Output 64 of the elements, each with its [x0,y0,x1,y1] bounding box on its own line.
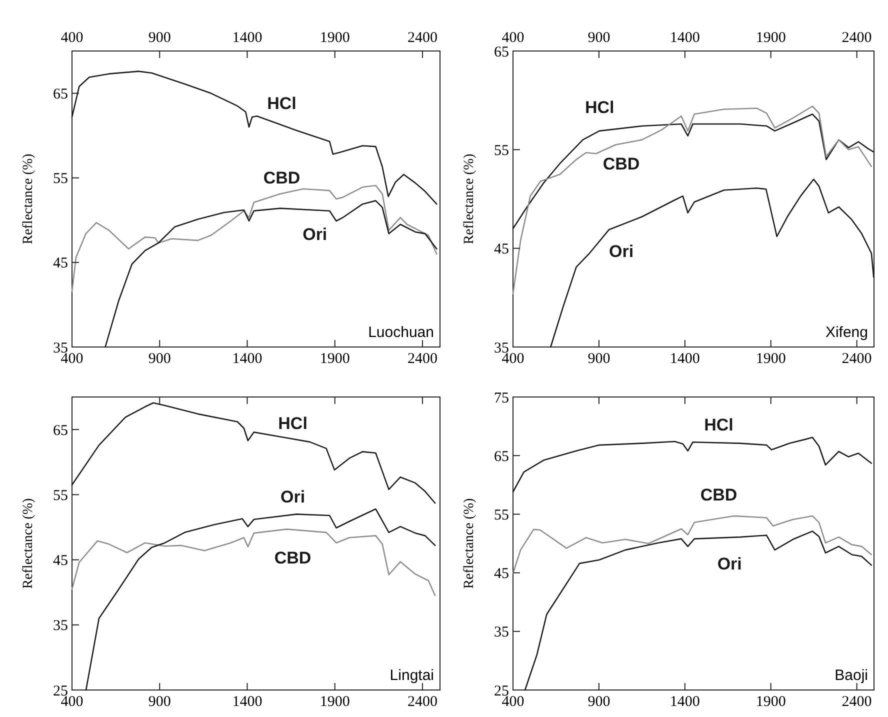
x-tick-label: 1400 [232,351,262,367]
y-tick-label: 65 [53,86,68,103]
x-tick-label: 1400 [670,351,700,367]
y-tick-label: 45 [494,242,509,258]
x2-tick-label: 1900 [320,30,350,46]
y-tick-label: 35 [53,618,68,634]
y-tick-label: 65 [494,448,509,465]
x-tick-label: 2400 [842,351,872,367]
y-axis-title: Reflectance (%) [462,498,477,589]
x2-tick-label: 400 [60,30,84,46]
series-label: Ori [280,488,306,507]
series-label: CBD [263,168,300,188]
y-tick-label: 75 [494,390,509,406]
text: Xifeng [825,324,868,341]
y-axis-title: Reflectance (%) [462,153,477,244]
line-series [71,528,436,596]
x-tick-label: 1900 [320,694,350,710]
y-tick-label: 45 [494,566,509,582]
x-tick-label: 900 [588,694,610,710]
x-tick-label: 1400 [670,694,700,710]
y-tick-label: 45 [53,553,68,570]
series-label: Ori [717,554,742,574]
x2-tick-label: 900 [148,30,171,46]
y-tick-label: 65 [53,422,68,439]
line-series [512,515,872,574]
y-tick-label: 35 [494,624,509,641]
text: Baoji [834,667,868,684]
x2-tick-label: 1400 [670,30,700,46]
series-label: CBD [602,154,640,174]
y-tick-label: 55 [53,488,68,504]
x2-tick-label: 900 [588,30,610,46]
x-tick-label: 1900 [756,694,786,710]
series-label: CBD [274,548,312,568]
y-tick-label: 65 [494,44,509,60]
x-tick-label: 2400 [407,351,438,367]
y-axis-title: Reflectance (%) [21,153,36,244]
x-tick-label: 1900 [756,351,786,367]
y-tick-label: 55 [53,171,68,188]
x-tick-label: 900 [148,351,171,367]
x-tick-label: 2400 [407,694,438,710]
series-label: HCl [704,416,734,435]
series-label: HCl [278,414,308,433]
y-tick-label: 45 [53,256,68,272]
x-tick-label: 900 [588,351,610,367]
text: Lingtai [390,667,434,684]
series-label: HCl [267,94,296,114]
series-label: Ori [302,225,328,244]
x-tick-label: 2400 [842,694,872,710]
x-tick-label: 900 [148,694,171,710]
series-label: HCl [585,98,614,117]
x2-tick-label: 2400 [842,30,872,46]
x2-tick-label: 400 [502,30,524,46]
x-tick-label: 1400 [232,694,262,710]
y-tick-label: 55 [494,142,509,159]
series-label: CBD [700,485,738,504]
x2-tick-label: 1900 [756,30,786,46]
text: Luochuan [368,324,434,341]
series-label: Ori [609,242,634,261]
y-tick-label: 55 [494,507,509,524]
x2-tick-label: 1400 [232,30,262,46]
x-tick-label: 1900 [320,351,350,367]
line-series [71,184,438,292]
x2-tick-label: 2400 [407,30,438,46]
y-axis-title: Reflectance (%) [21,498,36,589]
